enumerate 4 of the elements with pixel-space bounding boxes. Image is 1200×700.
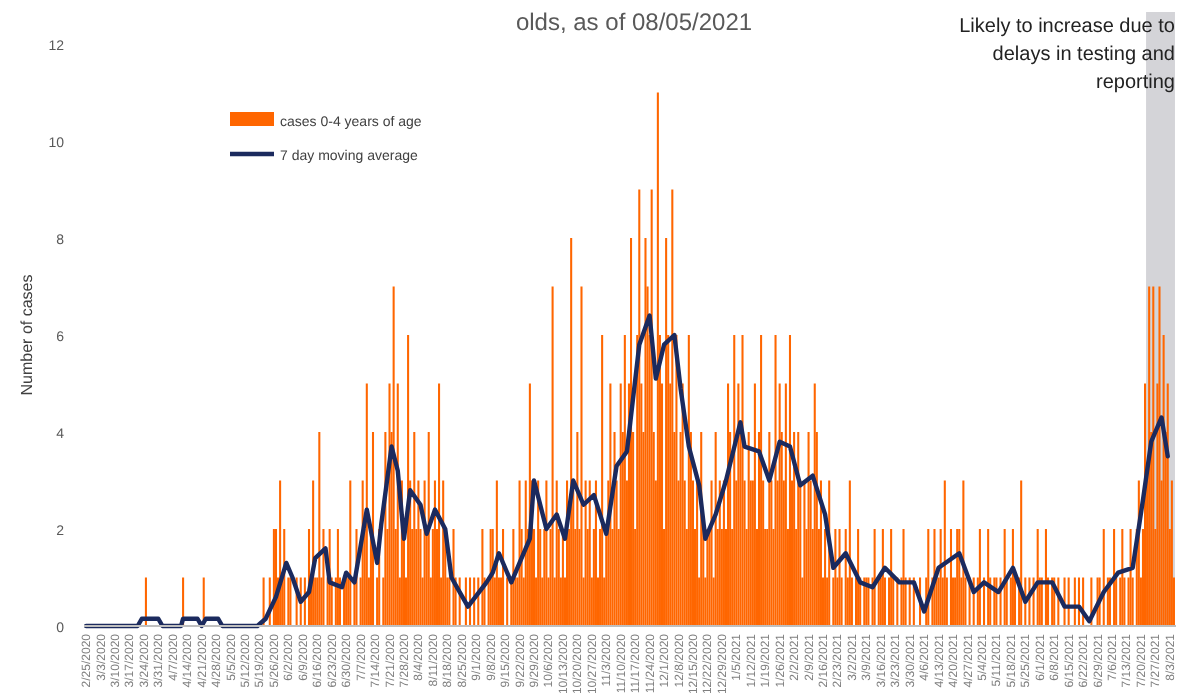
- band-label: Likely to increase due to delays in testing and reporting: [959, 16, 1176, 94]
- chart-title: olds, as of 08/05/2021: [515, 8, 753, 36]
- line-series: [83, 313, 1170, 629]
- y-axis-title: Number of cases: [18, 274, 36, 396]
